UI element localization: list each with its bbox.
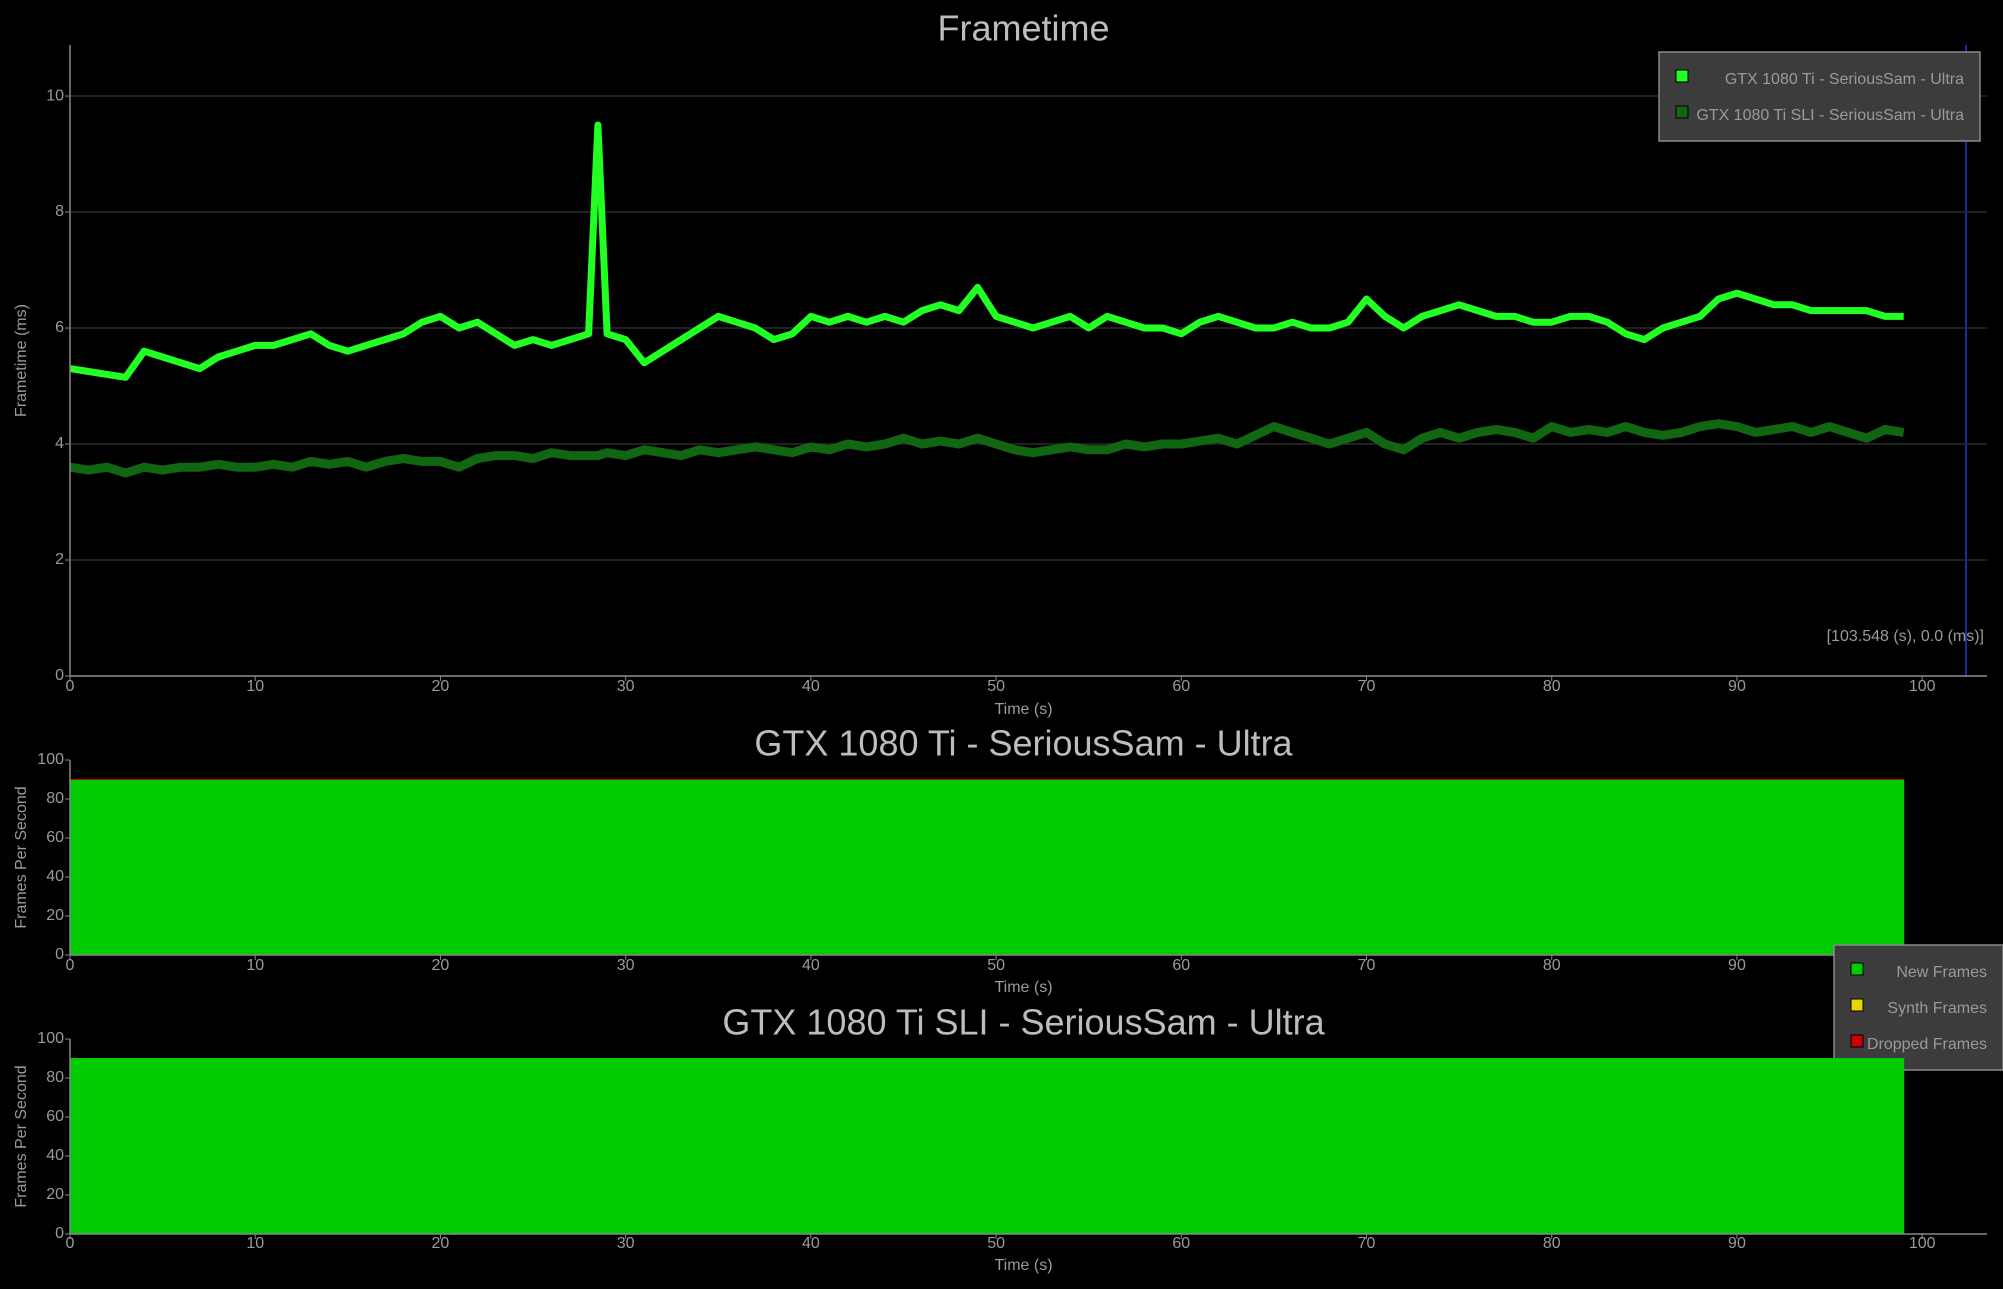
legend-swatch: [1850, 1034, 1864, 1048]
x-tick-label: 60: [1172, 1235, 1190, 1252]
x-axis-label: Time (s): [994, 979, 1052, 996]
y-tick-label: 100: [37, 751, 64, 768]
y-tick-label: 40: [46, 868, 64, 885]
x-tick-label: 90: [1728, 678, 1746, 695]
legend-swatch: [1675, 105, 1689, 119]
legend-box: [1658, 51, 1981, 142]
series-line: [69, 121, 1904, 381]
x-tick-label: 30: [617, 678, 635, 695]
legend-swatch: [1675, 69, 1689, 83]
y-tick-label: 60: [46, 1108, 64, 1125]
legend-label: New Frames: [1896, 964, 1987, 981]
y-axis-label: Frametime (ms): [13, 304, 30, 417]
x-tick-label: 0: [66, 957, 75, 974]
y-tick-label: 60: [46, 829, 64, 846]
x-tick-label: 90: [1728, 957, 1746, 974]
x-tick-label: 70: [1358, 957, 1376, 974]
y-tick-label: 4: [55, 435, 64, 452]
series-area: [69, 779, 1905, 956]
x-tick-label: 0: [66, 678, 75, 695]
x-tick-label: 80: [1543, 957, 1561, 974]
y-tick-label: 80: [46, 790, 64, 807]
y-tick-label: 40: [46, 1147, 64, 1164]
x-tick-label: 70: [1358, 1235, 1376, 1252]
y-tick-label: 0: [55, 667, 64, 684]
x-tick-label: 20: [432, 957, 450, 974]
x-tick-label: 40: [802, 678, 820, 695]
x-tick-label: 80: [1543, 678, 1561, 695]
x-tick-label: 60: [1172, 678, 1190, 695]
y-tick-label: 80: [46, 1069, 64, 1086]
y-axis-label: Frames Per Second: [13, 786, 30, 928]
y-tick-label: 6: [55, 319, 64, 336]
chart-title: GTX 1080 Ti SLI - SeriousSam - Ultra: [722, 1002, 1325, 1043]
x-tick-label: 100: [1909, 1235, 1936, 1252]
x-tick-label: 0: [66, 1235, 75, 1252]
legend-label: GTX 1080 Ti SLI - SeriousSam - Ultra: [1696, 107, 1964, 124]
x-tick-label: 50: [987, 957, 1005, 974]
x-tick-label: 90: [1728, 1235, 1746, 1252]
legend-label: Synth Frames: [1887, 1000, 1987, 1017]
x-tick-label: 100: [1909, 678, 1936, 695]
x-tick-label: 30: [617, 957, 635, 974]
x-tick-label: 80: [1543, 1235, 1561, 1252]
x-tick-label: 10: [246, 678, 264, 695]
legend-swatch: [1850, 962, 1864, 976]
x-tick-label: 70: [1358, 678, 1376, 695]
x-tick-label: 20: [432, 678, 450, 695]
chart-title: Frametime: [937, 8, 1109, 49]
y-tick-label: 8: [55, 203, 64, 220]
legend-swatch: [1850, 998, 1864, 1012]
x-tick-label: 40: [802, 957, 820, 974]
x-tick-label: 30: [617, 1235, 635, 1252]
legend-label: Dropped Frames: [1867, 1036, 1987, 1053]
x-tick-label: 20: [432, 1235, 450, 1252]
y-tick-label: 10: [46, 87, 64, 104]
y-tick-label: 20: [46, 907, 64, 924]
x-tick-label: 10: [246, 957, 264, 974]
y-tick-label: 2: [55, 551, 64, 568]
y-tick-label: 20: [46, 1186, 64, 1203]
legend-label: GTX 1080 Ti - SeriousSam - Ultra: [1725, 71, 1964, 88]
cursor-readout: [103.548 (s), 0.0 (ms)]: [1827, 628, 1984, 645]
y-tick-label: 0: [55, 946, 64, 963]
x-axis-label: Time (s): [994, 701, 1052, 718]
y-tick-label: 100: [37, 1030, 64, 1047]
x-tick-label: 50: [987, 678, 1005, 695]
y-tick-label: 0: [55, 1225, 64, 1242]
x-tick-label: 10: [246, 1235, 264, 1252]
x-tick-label: 60: [1172, 957, 1190, 974]
y-axis-label: Frames Per Second: [13, 1065, 30, 1207]
x-tick-label: 50: [987, 1235, 1005, 1252]
series-line: [69, 419, 1905, 478]
x-axis-label: Time (s): [994, 1257, 1052, 1274]
series-area: [69, 1058, 1905, 1235]
chart-title: GTX 1080 Ti - SeriousSam - Ultra: [754, 723, 1293, 764]
x-tick-label: 40: [802, 1235, 820, 1252]
